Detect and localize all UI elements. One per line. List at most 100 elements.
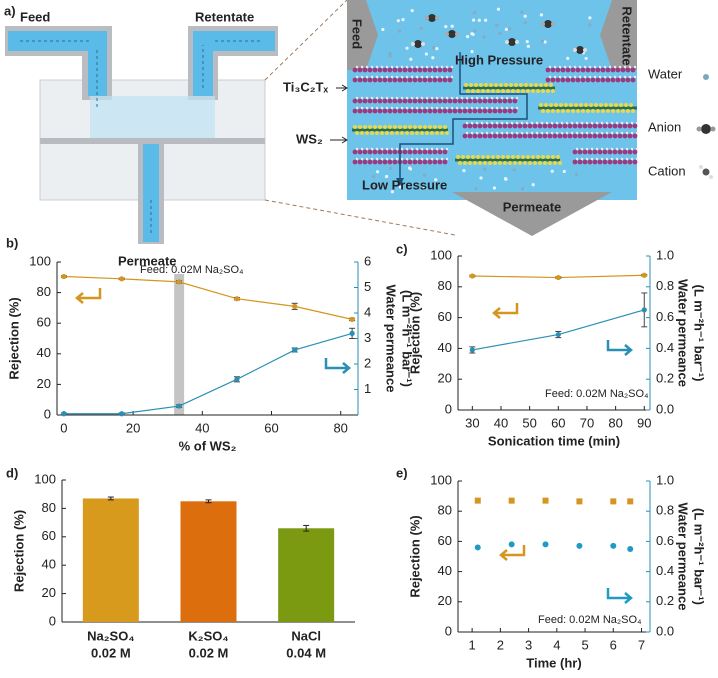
ti3c2tx-atom-top bbox=[440, 65, 444, 69]
ti3c2tx-atom bbox=[487, 123, 493, 129]
y2-tick-label: 0.2 bbox=[656, 371, 674, 386]
ti3c2tx-atom-top bbox=[400, 106, 404, 110]
ti3c2tx-atom-top bbox=[360, 65, 364, 69]
schematic-labels: Feed Retentate Permeate High Pressure Lo… bbox=[283, 6, 716, 214]
ti3c2tx-atom-top bbox=[490, 131, 494, 135]
ti3c2tx-atom-top bbox=[548, 65, 552, 69]
y-tick-label: 40 bbox=[42, 557, 56, 572]
ti3c2tx-atom-top bbox=[375, 157, 379, 161]
ti3c2tx-atom bbox=[612, 133, 618, 139]
ti3c2tx-atom-top bbox=[370, 75, 374, 79]
ws2-atom bbox=[561, 109, 565, 113]
y-tick-label: 80 bbox=[438, 503, 452, 518]
point bbox=[555, 331, 561, 338]
ti3c2tx-atom-top bbox=[380, 65, 384, 69]
ti3c2tx-atom bbox=[502, 98, 508, 104]
ti3c2tx-atom-top bbox=[490, 96, 494, 100]
ti3c2tx-atom bbox=[562, 123, 568, 129]
ti3c2tx-atom bbox=[512, 133, 518, 139]
ti3c2tx-atom bbox=[605, 77, 611, 83]
ti3c2tx-atom-top bbox=[375, 96, 379, 100]
ti3c2tx-atom bbox=[422, 67, 428, 73]
water-dot bbox=[422, 173, 427, 177]
ti3c2tx-atom-top bbox=[628, 65, 632, 69]
ti3c2tx-atom bbox=[442, 98, 448, 104]
ti3c2tx-atom bbox=[357, 108, 363, 114]
ws2-atom bbox=[496, 89, 500, 93]
ti3c2tx-atom-top bbox=[435, 75, 439, 79]
x-tick-label: 80 bbox=[333, 420, 347, 435]
ti3c2tx-atom bbox=[357, 149, 363, 155]
ti3c2tx-atom-top bbox=[485, 131, 489, 135]
ti3c2tx-atom-top bbox=[400, 96, 404, 100]
ti3c2tx-atom bbox=[422, 159, 428, 165]
ti3c2tx-atom-top bbox=[435, 157, 439, 161]
y-tick-label: 0 bbox=[445, 623, 452, 638]
ws2-atom bbox=[531, 89, 535, 93]
y2-axis-label: (L m⁻²h⁻¹ bar⁻¹) bbox=[400, 290, 415, 387]
ti3c2tx-atom-top bbox=[365, 106, 369, 110]
ti3c2tx-atom-top bbox=[370, 147, 374, 151]
ws2-atom bbox=[589, 103, 593, 107]
ti3c2tx-atom-top bbox=[420, 65, 424, 69]
ws2-atom bbox=[420, 131, 424, 135]
ti3c2tx-atom bbox=[507, 123, 513, 129]
ti3c2tx-atom bbox=[597, 149, 603, 155]
axis-arrow bbox=[75, 288, 102, 304]
ti3c2tx-atom-top bbox=[375, 65, 379, 69]
ti3c2tx-atom-top bbox=[560, 121, 564, 125]
annotation: Feed: 0.02M Na₂SO₄ bbox=[545, 388, 649, 400]
ti3c2tx-atom-top bbox=[623, 65, 627, 69]
annotation: Feed: 0.02M Na₂SO₄ bbox=[538, 614, 642, 626]
ti3c2tx-atom bbox=[442, 67, 448, 73]
ti3c2tx-atom-top bbox=[520, 121, 524, 125]
ti3c2tx-atom bbox=[377, 67, 383, 73]
ti3c2tx-atom-top bbox=[360, 147, 364, 151]
ti3c2tx-atom-top bbox=[593, 65, 597, 69]
ti3c2tx-atom bbox=[432, 108, 438, 114]
ti3c2tx-atom-top bbox=[578, 75, 582, 79]
ti3c2tx-atom-top bbox=[635, 157, 639, 161]
layer-2-arrow bbox=[330, 136, 348, 144]
ws2-atom bbox=[544, 83, 548, 87]
ti3c2tx-atom bbox=[437, 159, 443, 165]
schematic-retentate: Retentate bbox=[620, 6, 635, 65]
ws2-atom bbox=[445, 131, 449, 135]
x-tick-label: 2 bbox=[497, 637, 504, 652]
x-tick-label: 40 bbox=[494, 415, 508, 430]
ti3c2tx-atom-top bbox=[355, 157, 359, 161]
y2-tick-label: 3 bbox=[364, 330, 371, 345]
ws2-atom bbox=[508, 161, 512, 165]
ti3c2tx-atom bbox=[580, 77, 586, 83]
x-tick-label: 4 bbox=[553, 637, 560, 652]
y2-tick-label: 0.4 bbox=[656, 340, 674, 355]
ti3c2tx-atom-top bbox=[630, 121, 634, 125]
point bbox=[627, 498, 634, 505]
x-tick-label: 80 bbox=[608, 415, 622, 430]
schematic-feed: Feed bbox=[350, 19, 365, 49]
ti3c2tx-atom-top bbox=[575, 121, 579, 125]
ws2-atom bbox=[566, 109, 570, 113]
ti3c2tx-atom bbox=[632, 123, 638, 129]
ti3c2tx-atom bbox=[522, 123, 528, 129]
y-axis-label: Rejection (%) bbox=[6, 297, 21, 379]
point bbox=[292, 303, 298, 309]
y2-tick-label: 4 bbox=[364, 304, 371, 319]
y2-axis-label: Water permeance bbox=[676, 279, 691, 387]
ti3c2tx-atom-top bbox=[440, 75, 444, 79]
x-tick-label: 0 bbox=[60, 420, 67, 435]
ti3c2tx-atom-top bbox=[380, 75, 384, 79]
ws2-atom bbox=[546, 89, 550, 93]
water-dot bbox=[474, 187, 478, 191]
ti3c2tx-atom bbox=[387, 149, 393, 155]
ti3c2tx-atom-top bbox=[485, 106, 489, 110]
water-dot bbox=[498, 31, 502, 35]
ti3c2tx-atom bbox=[562, 133, 568, 139]
ws2-atom bbox=[435, 131, 439, 135]
ti3c2tx-atom bbox=[392, 149, 398, 155]
ti3c2tx-atom-top bbox=[510, 106, 514, 110]
ws2-atom bbox=[544, 103, 548, 107]
ti3c2tx-atom bbox=[367, 108, 373, 114]
ti3c2tx-atom-top bbox=[623, 75, 627, 79]
ti3c2tx-atom bbox=[567, 133, 573, 139]
